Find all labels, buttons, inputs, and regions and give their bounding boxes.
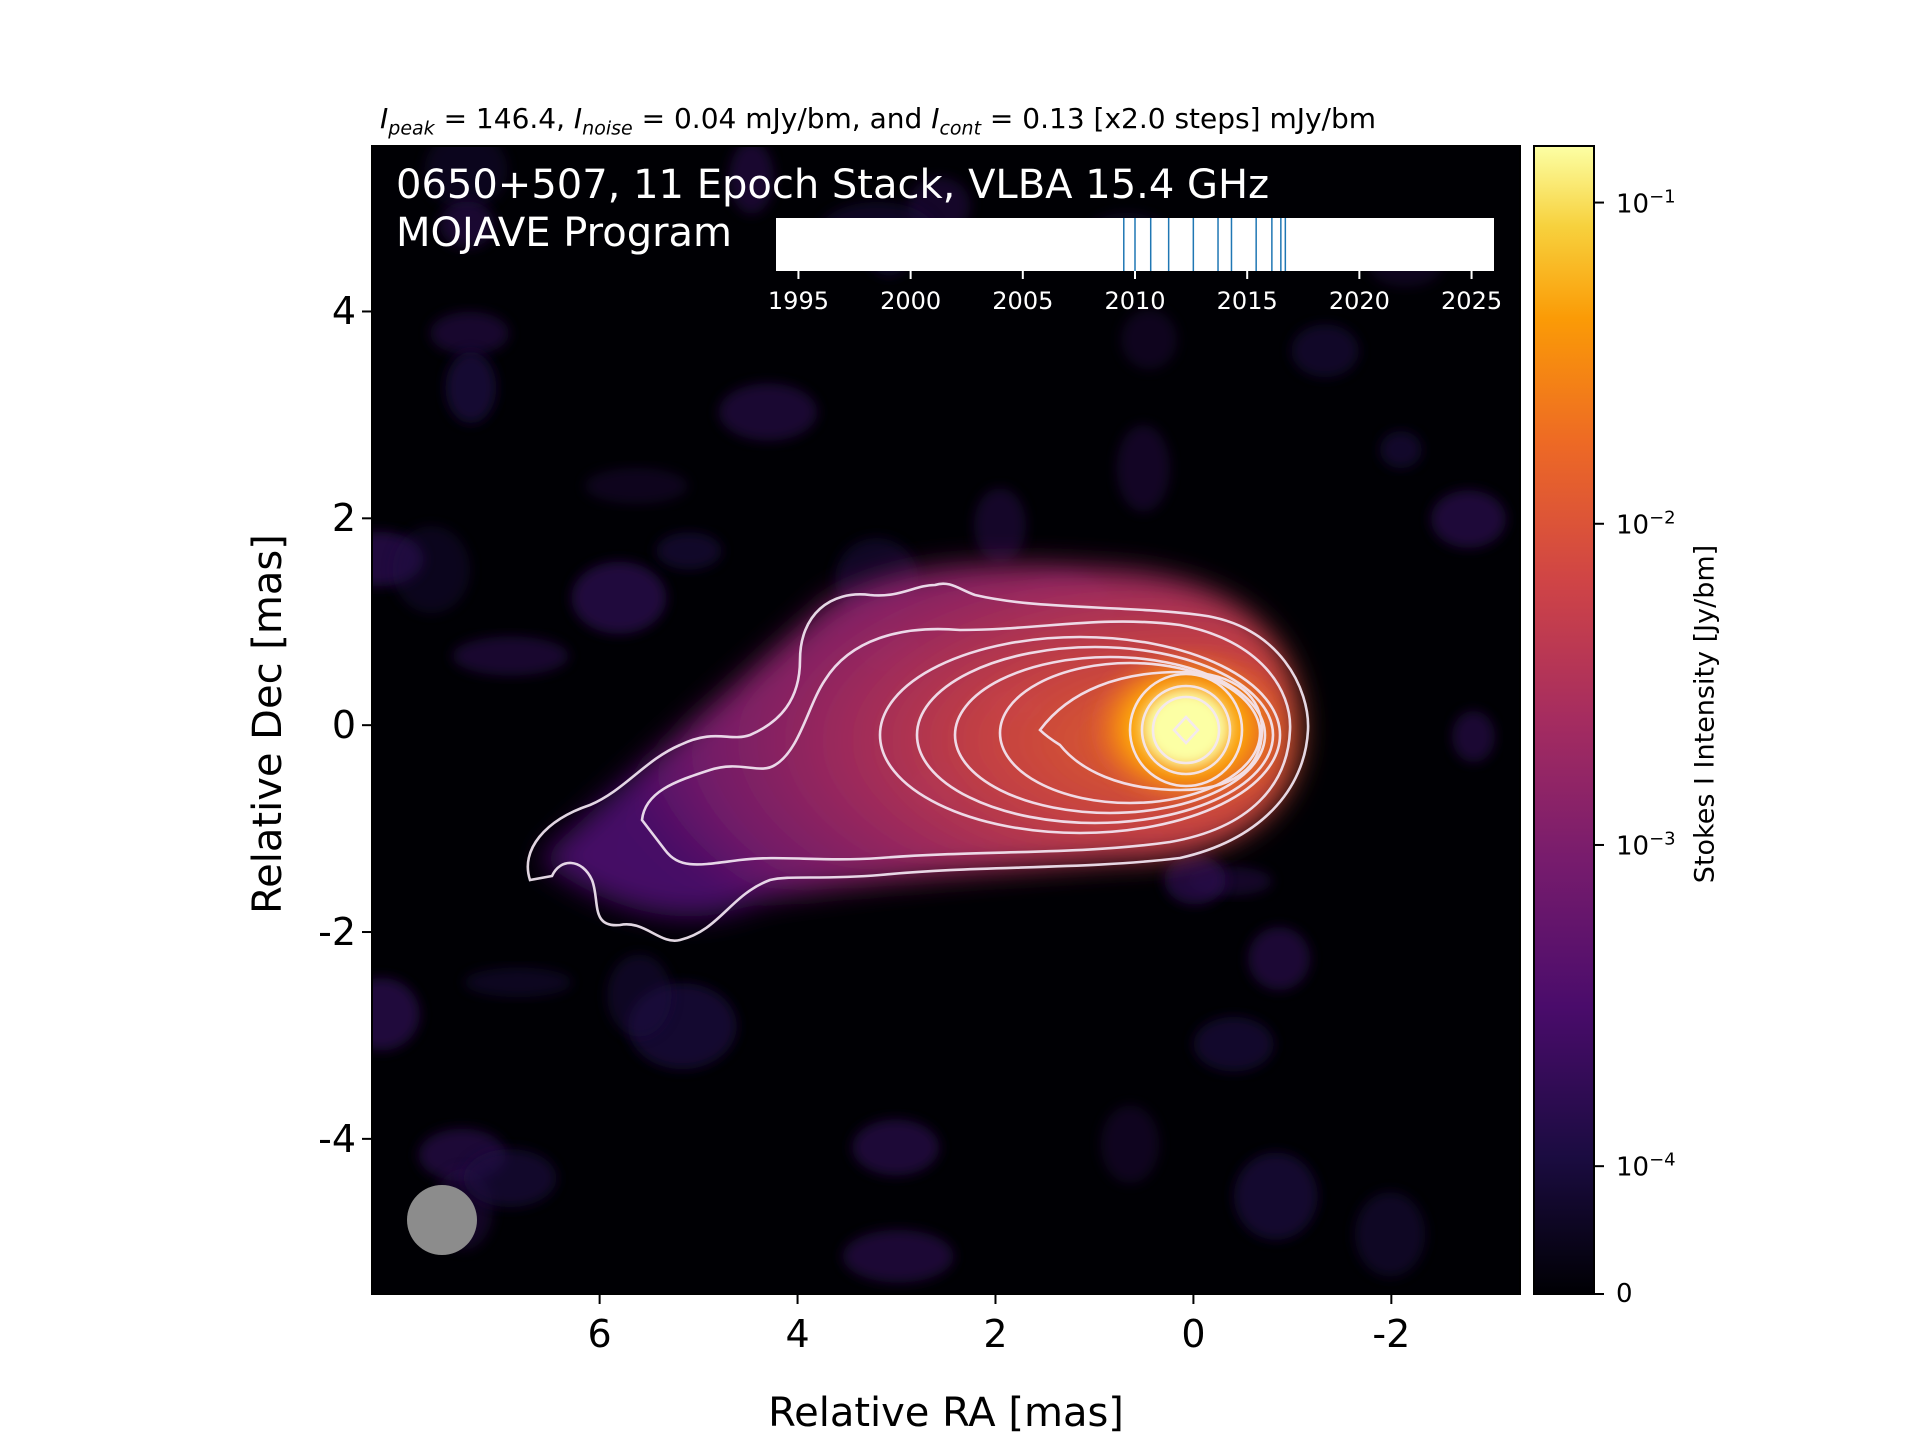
epoch-year-label: 2015 xyxy=(1216,287,1278,315)
noise-blob xyxy=(584,467,689,504)
y-tick-label: 0 xyxy=(331,703,356,748)
y-tick-label: 4 xyxy=(331,289,356,334)
x-axis-ticks xyxy=(598,1294,1393,1304)
noise-blob xyxy=(445,351,497,424)
plot-title: 0650+507, 11 Epoch Stack, VLBA 15.4 GHz xyxy=(396,162,1270,208)
noise-blob xyxy=(452,636,569,676)
y-tick-label: -4 xyxy=(318,1116,356,1161)
epoch-year-label: 2010 xyxy=(1104,287,1166,315)
noise-blob xyxy=(729,146,774,214)
noise-blob xyxy=(1431,490,1507,548)
noise-blob xyxy=(430,311,510,355)
intensity-summary: Ipeak = 146.4, Inoise = 0.04 mJy/bm, and… xyxy=(380,102,1376,140)
epoch-year-label: 2020 xyxy=(1328,287,1390,315)
x-tick-label: 6 xyxy=(587,1312,612,1356)
peak-symbol: I xyxy=(380,102,389,135)
x-axis-label: Relative RA [mas] xyxy=(768,1390,1124,1436)
noise-blob xyxy=(571,561,667,634)
noise-blob xyxy=(1164,855,1226,905)
noise-blob xyxy=(1452,710,1495,763)
noise-blob xyxy=(718,383,818,441)
y-axis-label: Relative Dec [mas] xyxy=(245,534,291,914)
epoch-markers xyxy=(1123,218,1287,271)
cont-subscript: cont xyxy=(939,117,982,140)
contour-level-5 xyxy=(953,655,1267,815)
noise-blob xyxy=(464,967,573,998)
contour-level-1 xyxy=(526,582,1310,942)
colorbar-tick-label: 10−2 xyxy=(1616,507,1676,541)
colorbar-tick-label: 10−4 xyxy=(1616,1149,1676,1183)
noise-blob xyxy=(973,488,1027,563)
noise-blob xyxy=(392,525,471,614)
contour-level-3 xyxy=(878,635,1282,835)
epoch-year-label: 2025 xyxy=(1441,287,1503,315)
y-tick-label: -2 xyxy=(318,910,356,955)
peak-text: = 146.4, xyxy=(434,102,574,135)
beam-ellipse xyxy=(407,1185,477,1255)
noise-blob xyxy=(842,1229,954,1283)
colorbar-tick-label: 0 xyxy=(1616,1279,1633,1309)
plot-subtitle: MOJAVE Program xyxy=(396,210,733,256)
noise-blob xyxy=(1248,926,1311,991)
noise-symbol: I xyxy=(573,102,583,135)
noise-blob xyxy=(1354,1191,1426,1277)
contour-level-7 xyxy=(1038,670,1264,792)
contour-level-9 xyxy=(1140,684,1232,776)
peak-subscript: peak xyxy=(388,117,435,140)
noise-subscript: noise xyxy=(582,117,633,140)
cont-symbol: I xyxy=(931,102,940,135)
colorbar-tick-label: 10−1 xyxy=(1616,186,1676,219)
epoch-year-label: 2005 xyxy=(992,287,1054,315)
y-axis-ticks xyxy=(362,310,372,1140)
colorbar-tick-label: 10−3 xyxy=(1616,828,1676,862)
epoch-timeline-ticks xyxy=(797,271,1473,279)
noise-blob xyxy=(1121,309,1178,370)
contour-level-10 xyxy=(1151,695,1221,765)
noise-blob xyxy=(852,1119,940,1176)
noise-blob xyxy=(1193,1016,1274,1072)
plot-frame xyxy=(371,145,1521,1295)
noise-blob xyxy=(1116,424,1171,512)
noise-blob xyxy=(1291,324,1359,378)
colorbar xyxy=(1533,145,1595,1295)
x-tick-label: 4 xyxy=(785,1312,810,1356)
contour-level-8 xyxy=(1128,672,1244,788)
contour-level-6 xyxy=(998,661,1262,805)
noise-blob xyxy=(1234,1152,1318,1240)
epoch-year-label: 2000 xyxy=(880,287,942,315)
contour-lines xyxy=(526,582,1310,942)
noise-blob xyxy=(372,978,420,1051)
colorbar-label: Stokes I Intensity [Jy/bm] xyxy=(1689,544,1721,884)
cont-text: = 0.13 [x2.0 steps] mJy/bm xyxy=(981,102,1377,135)
colorbar-ticks xyxy=(1594,201,1604,1295)
jet-emission xyxy=(540,564,1300,917)
noise-blob xyxy=(656,532,722,570)
x-tick-label: -2 xyxy=(1372,1312,1411,1356)
noise-blob xyxy=(463,1149,557,1207)
x-tick-label: 0 xyxy=(1181,1312,1206,1356)
x-tick-label: 2 xyxy=(983,1312,1008,1356)
noise-blob xyxy=(439,201,495,248)
contour-level-11 xyxy=(1172,715,1200,745)
noise-text: = 0.04 mJy/bm, and xyxy=(632,102,932,135)
noise-blob xyxy=(1379,430,1422,469)
noise-blob xyxy=(607,954,672,1037)
noise-blob xyxy=(424,146,508,210)
y-tick-label: 2 xyxy=(331,496,356,541)
epoch-year-label: 1995 xyxy=(767,287,829,315)
noise-blob xyxy=(1100,1105,1160,1184)
contour-level-2 xyxy=(640,620,1292,866)
contour-level-4 xyxy=(915,645,1275,825)
